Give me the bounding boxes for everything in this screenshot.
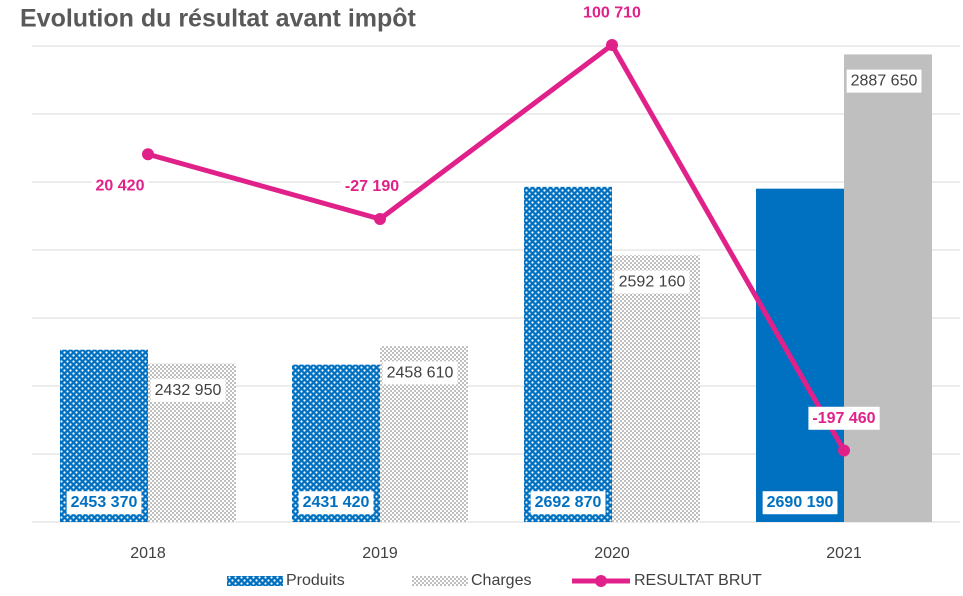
data-label: -27 190 [345,178,399,195]
bar [844,54,932,522]
data-label-box [340,175,404,199]
data-label-box [150,378,226,402]
bar [524,186,612,523]
chart-title: Evolution du résultat avant impôt [20,5,417,33]
data-label: 20 420 [96,177,145,194]
bar [756,188,844,522]
bar [612,255,700,522]
line-point [142,148,154,161]
x-tick-label: 2020 [594,545,630,562]
data-label: 2453 370 [71,494,138,511]
data-label-box [614,270,690,294]
legend-label: Charges [471,572,531,589]
data-label-box [91,174,149,198]
legend-label: Produits [286,572,345,589]
data-label: 2432 950 [155,382,222,399]
data-label-box [66,491,142,515]
legend-swatch [227,576,283,586]
data-label: 2458 610 [387,364,454,381]
data-label-box [382,361,458,385]
line [147,42,847,452]
data-label-box [298,491,374,515]
legend-dot [595,575,607,587]
data-label-box [530,491,606,515]
data-label: -197 460 [812,410,875,427]
bars [60,54,932,523]
data-label: 2887 650 [851,73,918,90]
x-tick-label: 2021 [826,545,862,562]
legend-swatch [412,576,468,586]
line-point [838,444,850,457]
data-label-box [846,69,922,93]
data-label: 100 710 [583,4,641,21]
data-label-box [579,1,646,25]
data-label: 2592 160 [619,274,686,291]
data-label-box [808,406,880,430]
line-point [606,39,618,52]
data-label: 2692 870 [535,494,602,511]
labels: 2018 2019 2020 2021 2453 370 2431 420 2692 870… [66,1,922,589]
data-label: 2690 190 [767,494,834,511]
legend-label: RESULTAT BRUT [634,572,762,589]
data-label: 2431 420 [303,494,370,511]
x-tick-label: 2018 [130,545,166,562]
x-tick-label: 2019 [362,545,398,562]
line-point [374,212,386,225]
lines [142,39,850,457]
data-label-box [762,491,838,515]
